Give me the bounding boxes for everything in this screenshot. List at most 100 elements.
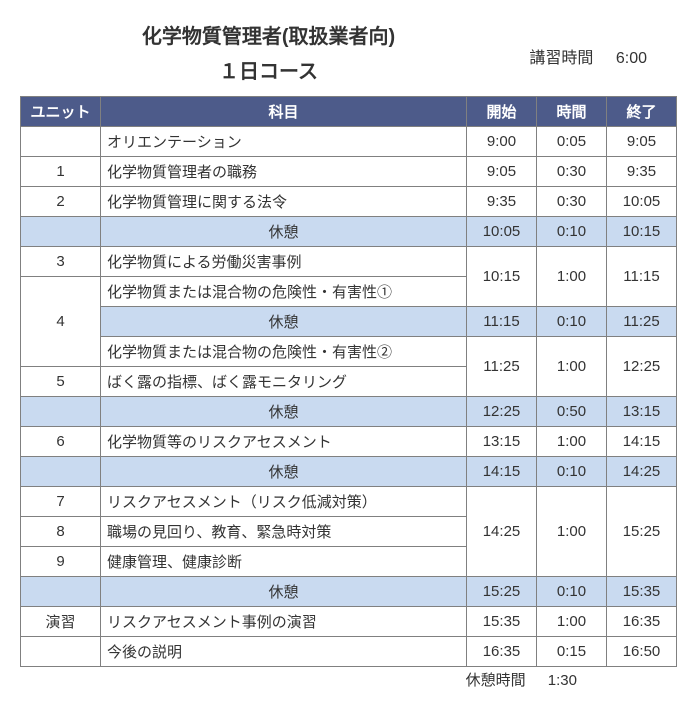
cell-subject: 職場の見回り、教育、緊急時対策 xyxy=(101,517,467,547)
cell-subject: 休憩 xyxy=(101,397,467,427)
cell-subject: 休憩 xyxy=(101,217,467,247)
cell-dur: 0:30 xyxy=(537,187,607,217)
title-sub: １日コース xyxy=(70,55,467,84)
cell-subject: リスクアセスメント事例の演習 xyxy=(101,607,467,637)
cell-start: 11:15 xyxy=(467,307,537,337)
break-row: 休憩 10:05 0:10 10:15 xyxy=(21,217,677,247)
cell-subject: 化学物質または混合物の危険性・有害性① xyxy=(101,277,467,307)
cell-subject: 健康管理、健康診断 xyxy=(101,547,467,577)
col-unit: ユニット xyxy=(21,97,101,127)
cell-start: 9:35 xyxy=(467,187,537,217)
duration-value: 6:00 xyxy=(616,50,647,67)
cell-end: 15:25 xyxy=(607,487,677,577)
cell-dur: 0:05 xyxy=(537,127,607,157)
cell-start: 10:15 xyxy=(467,247,537,307)
cell-end: 9:35 xyxy=(607,157,677,187)
cell-dur: 0:10 xyxy=(537,307,607,337)
cell-subject: 化学物質等のリスクアセスメント xyxy=(101,427,467,457)
cell-unit: 3 xyxy=(21,247,101,277)
cell-end: 11:25 xyxy=(607,307,677,337)
cell-subject: 化学物質または混合物の危険性・有害性② xyxy=(101,337,467,367)
cell-start: 13:15 xyxy=(467,427,537,457)
cell-unit: 4 xyxy=(21,277,101,367)
col-subject: 科目 xyxy=(101,97,467,127)
table-row: 1 化学物質管理者の職務 9:05 0:30 9:35 xyxy=(21,157,677,187)
cell-subject: 休憩 xyxy=(101,307,467,337)
cell-end: 13:15 xyxy=(607,397,677,427)
cell-unit: 1 xyxy=(21,157,101,187)
cell-start: 16:35 xyxy=(467,637,537,667)
cell-start: 10:05 xyxy=(467,217,537,247)
cell-dur: 0:10 xyxy=(537,577,607,607)
col-start: 開始 xyxy=(467,97,537,127)
cell-dur: 1:00 xyxy=(537,607,607,637)
table-row: 今後の説明 16:35 0:15 16:50 xyxy=(21,637,677,667)
cell-dur: 1:00 xyxy=(537,427,607,457)
cell-unit: 9 xyxy=(21,547,101,577)
table-row: 化学物質または混合物の危険性・有害性② 11:25 1:00 12:25 xyxy=(21,337,677,367)
cell-end: 9:05 xyxy=(607,127,677,157)
cell-subject: 化学物質管理者の職務 xyxy=(101,157,467,187)
break-row: 休憩 12:25 0:50 13:15 xyxy=(21,397,677,427)
cell-subject: ばく露の指標、ばく露モニタリング xyxy=(101,367,467,397)
table-row: 7 リスクアセスメント（リスク低減対策） 14:25 1:00 15:25 xyxy=(21,487,677,517)
cell-dur: 0:10 xyxy=(537,457,607,487)
col-end: 終了 xyxy=(607,97,677,127)
cell-dur: 0:10 xyxy=(537,217,607,247)
cell-subject: 化学物質管理に関する法令 xyxy=(101,187,467,217)
table-header-row: ユニット 科目 開始 時間 終了 xyxy=(21,97,677,127)
table-row: 3 化学物質による労働災害事例 10:15 1:00 11:15 xyxy=(21,247,677,277)
duration-label: 講習時間 xyxy=(529,50,593,67)
break-row: 休憩 14:15 0:10 14:25 xyxy=(21,457,677,487)
cell-end: 14:15 xyxy=(607,427,677,457)
cell-dur: 1:00 xyxy=(537,487,607,577)
cell-start: 14:25 xyxy=(467,487,537,577)
cell-unit xyxy=(21,577,101,607)
cell-end: 16:35 xyxy=(607,607,677,637)
break-row: 休憩 11:15 0:10 11:25 xyxy=(21,307,677,337)
title-main: 化学物質管理者(取扱業者向) xyxy=(70,20,467,49)
cell-unit xyxy=(21,457,101,487)
break-total: 休憩時間 1:30 xyxy=(20,669,677,690)
header: 化学物質管理者(取扱業者向) １日コース 講習時間 6:00 xyxy=(20,20,677,84)
cell-start: 9:00 xyxy=(467,127,537,157)
cell-start: 15:25 xyxy=(467,577,537,607)
break-total-label: 休憩時間 xyxy=(466,672,526,689)
table-row: 2 化学物質管理に関する法令 9:35 0:30 10:05 xyxy=(21,187,677,217)
cell-start: 14:15 xyxy=(467,457,537,487)
cell-dur: 0:15 xyxy=(537,637,607,667)
cell-unit: 演習 xyxy=(21,607,101,637)
cell-start: 9:05 xyxy=(467,157,537,187)
schedule-table: ユニット 科目 開始 時間 終了 オリエンテーション 9:00 0:05 9:0… xyxy=(20,96,677,667)
cell-unit xyxy=(21,217,101,247)
cell-start: 12:25 xyxy=(467,397,537,427)
cell-unit: 7 xyxy=(21,487,101,517)
cell-subject: 休憩 xyxy=(101,577,467,607)
col-duration: 時間 xyxy=(537,97,607,127)
cell-unit xyxy=(21,127,101,157)
cell-subject: 化学物質による労働災害事例 xyxy=(101,247,467,277)
break-row: 休憩 15:25 0:10 15:35 xyxy=(21,577,677,607)
cell-unit: 5 xyxy=(21,367,101,397)
cell-subject: 今後の説明 xyxy=(101,637,467,667)
table-row: 演習 リスクアセスメント事例の演習 15:35 1:00 16:35 xyxy=(21,607,677,637)
cell-end: 16:50 xyxy=(607,637,677,667)
cell-unit: 2 xyxy=(21,187,101,217)
cell-end: 10:05 xyxy=(607,187,677,217)
cell-dur: 1:00 xyxy=(537,337,607,397)
cell-subject: リスクアセスメント（リスク低減対策） xyxy=(101,487,467,517)
cell-start: 15:35 xyxy=(467,607,537,637)
cell-unit xyxy=(21,637,101,667)
table-row: 6 化学物質等のリスクアセスメント 13:15 1:00 14:15 xyxy=(21,427,677,457)
break-total-value: 1:30 xyxy=(548,672,577,689)
cell-end: 11:15 xyxy=(607,247,677,307)
total-duration: 講習時間 6:00 xyxy=(529,44,647,68)
cell-unit xyxy=(21,397,101,427)
cell-unit: 6 xyxy=(21,427,101,457)
cell-end: 14:25 xyxy=(607,457,677,487)
cell-start: 11:25 xyxy=(467,337,537,397)
cell-end: 15:35 xyxy=(607,577,677,607)
cell-dur: 0:30 xyxy=(537,157,607,187)
cell-dur: 0:50 xyxy=(537,397,607,427)
cell-end: 10:15 xyxy=(607,217,677,247)
